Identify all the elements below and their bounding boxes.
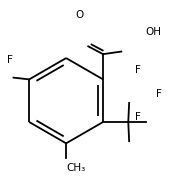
Text: F: F <box>135 65 141 75</box>
Text: F: F <box>7 55 13 65</box>
Text: O: O <box>75 10 83 20</box>
Text: F: F <box>135 112 141 122</box>
Text: OH: OH <box>145 27 161 37</box>
Text: CH₃: CH₃ <box>66 163 85 173</box>
Text: F: F <box>156 89 162 99</box>
